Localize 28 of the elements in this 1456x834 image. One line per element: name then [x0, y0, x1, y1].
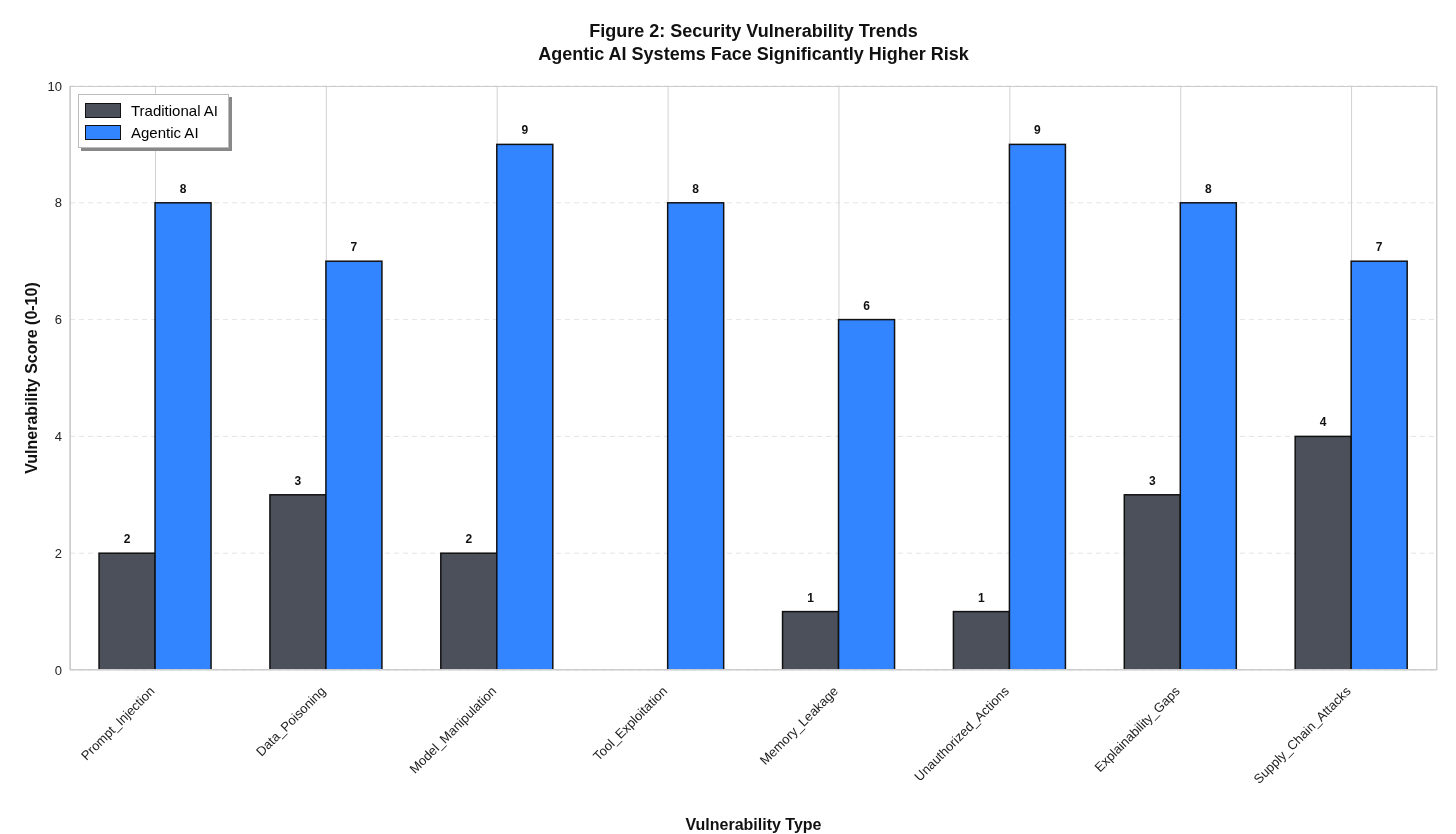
x-axis-title: Vulnerability Type: [685, 816, 822, 833]
data-label: 7: [350, 240, 358, 255]
data-label: 3: [294, 473, 302, 488]
bar: [666, 202, 725, 670]
y-tick-label: 8: [54, 195, 62, 211]
y-tick-label: 2: [54, 545, 62, 561]
data-label: 1: [978, 590, 986, 605]
y-tick-label: 0: [54, 662, 62, 678]
y-axis-title: Vulnerability Score (0-10): [22, 282, 40, 474]
data-label: 7: [1375, 240, 1383, 255]
data-label: 8: [1204, 181, 1212, 196]
data-label: 8: [179, 181, 187, 196]
legend-label: Traditional AI: [131, 101, 218, 119]
y-tick-label: 4: [54, 429, 62, 445]
legend-label: Agentic AI: [131, 123, 199, 141]
chart-subtitle: Agentic AI Systems Face Significantly Higher Risk: [537, 43, 970, 66]
data-label: 8: [692, 181, 700, 196]
y-tick-label: 6: [54, 312, 62, 328]
chart-title: Figure 2: Security Vulnerability Trends: [588, 20, 919, 43]
data-label: 2: [123, 532, 131, 547]
y-tick-label: 10: [47, 78, 62, 94]
data-label: 9: [1034, 123, 1042, 138]
data-label: 6: [863, 298, 871, 313]
data-label: 1: [807, 590, 815, 605]
data-label: 9: [521, 123, 529, 138]
data-label: 4: [1319, 415, 1327, 430]
data-label: 3: [1148, 473, 1156, 488]
data-label: 2: [465, 532, 473, 547]
